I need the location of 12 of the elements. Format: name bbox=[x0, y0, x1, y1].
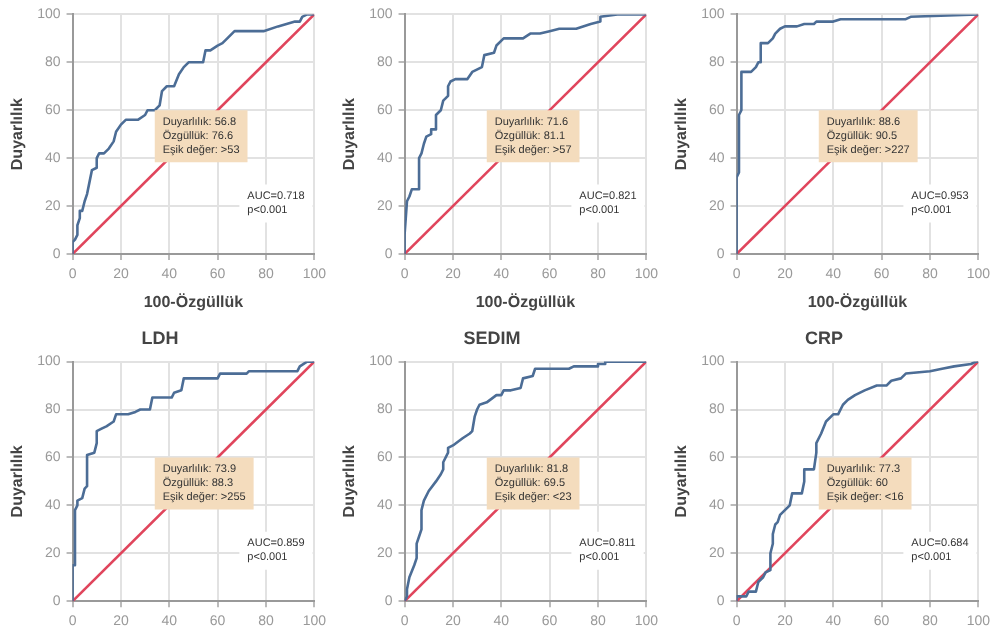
chart-title: CRP bbox=[804, 327, 844, 348]
x-axis-title: 100-Özgüllük bbox=[475, 292, 577, 311]
x-axis-title: 100-Özgüllük bbox=[143, 292, 245, 311]
y-axis-title: Duyarlılık bbox=[340, 444, 359, 518]
y-axis-title: Duyarlılık bbox=[8, 97, 27, 171]
chart-title: LDH bbox=[141, 327, 179, 348]
y-axis-title: Duyarlılık bbox=[672, 97, 691, 171]
x-axis-title: 100-Özgüllük bbox=[807, 292, 909, 311]
chart-title: SEDIM bbox=[463, 327, 521, 348]
y-axis-title: Duyarlılık bbox=[340, 97, 359, 171]
y-axis-title: Duyarlılık bbox=[672, 444, 691, 518]
y-axis-title: Duyarlılık bbox=[8, 444, 27, 518]
